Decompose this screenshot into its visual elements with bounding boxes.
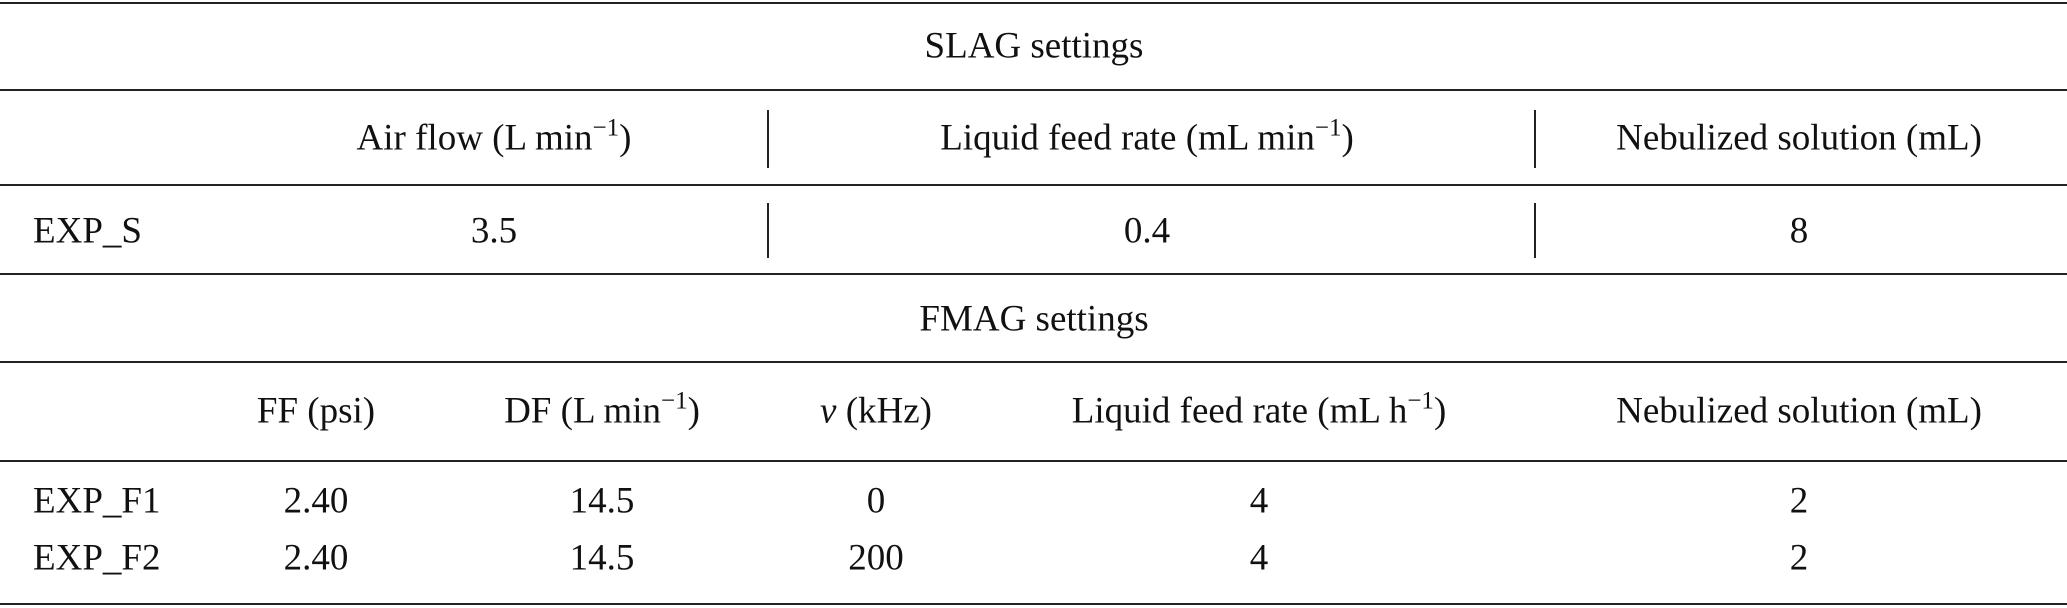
column-separator: [1534, 203, 1536, 258]
cell-df: 14.5: [569, 480, 635, 522]
fmag-header-df: DF (L min−1): [504, 389, 700, 432]
cell-air-flow: 3.5: [470, 210, 518, 252]
cell-liquid-feed: 4: [1249, 480, 1269, 522]
cell-nu: 200: [848, 537, 904, 579]
cell-nebulized: 8: [1789, 210, 1809, 252]
cell-liquid-feed: 0.4: [1123, 210, 1171, 252]
header-text: DF (L min: [504, 390, 661, 432]
rule: [0, 273, 2067, 275]
header-sup: −1: [660, 387, 688, 415]
header-text: (kHz): [836, 390, 932, 432]
cell-ff: 2.40: [283, 537, 349, 579]
column-separator: [767, 203, 769, 258]
top-rule: [0, 2, 2067, 4]
header-text: ): [1341, 117, 1354, 159]
fmag-title: FMAG settings: [919, 298, 1149, 340]
cell-ff: 2.40: [283, 480, 349, 522]
row-label: EXP_F1: [33, 480, 161, 522]
column-separator: [767, 110, 769, 168]
cell-nebulized: 2: [1789, 480, 1809, 522]
header-symbol: ν: [820, 390, 837, 432]
row-label: EXP_S: [33, 210, 142, 252]
slag-header-liquid-feed: Liquid feed rate (mL min−1): [940, 116, 1354, 159]
cell-nu: 0: [866, 480, 886, 522]
header-sup: −1: [1407, 387, 1434, 415]
slag-title: SLAG settings: [924, 25, 1144, 67]
header-text: Liquid feed rate (mL h: [1071, 390, 1408, 432]
row-label: EXP_F2: [33, 537, 161, 579]
header-text: Liquid feed rate (mL min: [940, 117, 1315, 159]
fmag-header-nu: ν (kHz): [820, 393, 932, 430]
cell-liquid-feed: 4: [1249, 537, 1269, 579]
bottom-rule: [0, 603, 2067, 605]
header-text: ): [1433, 390, 1447, 432]
slag-header-air-flow: Air flow (L min−1): [356, 116, 632, 159]
rule: [0, 184, 2067, 186]
header-sup: −1: [592, 114, 620, 142]
rule: [0, 89, 2067, 91]
fmag-header-ff: FF (psi): [256, 390, 376, 432]
fmag-header-liquid-feed: Liquid feed rate (mL h−1): [1071, 389, 1447, 432]
header-text: ): [687, 390, 700, 432]
cell-nebulized: 2: [1789, 537, 1809, 579]
rule: [0, 460, 2067, 462]
header-text: Air flow (L min: [356, 117, 593, 159]
rule: [0, 361, 2067, 363]
header-text: ): [619, 117, 632, 159]
cell-df: 14.5: [569, 537, 635, 579]
fmag-header-nebulized: Nebulized solution (mL): [1616, 390, 1982, 432]
slag-header-nebulized: Nebulized solution (mL): [1616, 117, 1982, 159]
header-sup: −1: [1314, 114, 1342, 142]
column-separator: [1534, 110, 1536, 168]
